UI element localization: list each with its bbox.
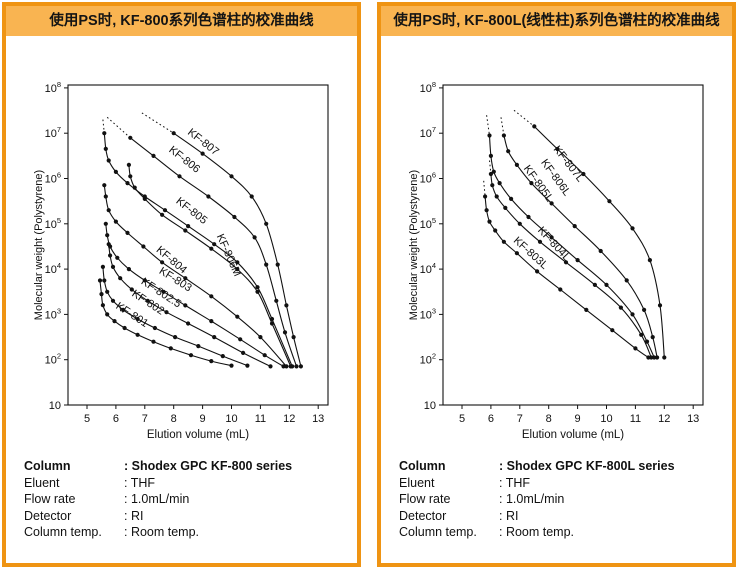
svg-text:103: 103 (420, 306, 436, 321)
spec-value: : THF (499, 475, 531, 490)
svg-text:10: 10 (225, 413, 237, 425)
svg-text:13: 13 (687, 413, 699, 425)
calibration-chart-kf800: 5 6 7 8 9 10 11 12 13 Elution volume (mL) 10 102 103… (6, 36, 358, 444)
svg-text:8: 8 (171, 413, 177, 425)
panel-body-kf800: 5 6 7 8 9 10 11 12 13 Elution volume (mL) 10 102 103… (6, 36, 357, 541)
spec-row-column: Column : Shodex GPC KF-800 series (24, 458, 357, 475)
spec-table-kf800l: Column : Shodex GPC KF-800L series Eluent… (381, 458, 732, 541)
svg-text:7: 7 (142, 413, 148, 425)
curve-dashed-KF-803L (483, 180, 486, 197)
panel-body-kf800l: 5 6 7 8 9 10 11 12 13 Elution volume (mL) 10 102 103… (381, 36, 732, 541)
spec-label: Column (24, 459, 71, 473)
spec-table-kf800: Column : Shodex GPC KF-800 series Eluent:… (6, 458, 357, 541)
curve-dashed-KF-806 (106, 116, 131, 139)
svg-text:5: 5 (459, 413, 465, 425)
svg-text:5: 5 (84, 413, 90, 425)
spec-value: : Shodex GPC KF-800L series (499, 459, 675, 473)
svg-text:6: 6 (488, 413, 494, 425)
svg-text:102: 102 (45, 352, 61, 367)
curve-dashed-KF-807L (513, 109, 535, 127)
calibration-chart-kf800l: 5 6 7 8 9 10 11 12 13 Elution volume (mL) 10 102 103… (381, 36, 733, 444)
svg-text:106: 106 (45, 171, 61, 186)
svg-text:12: 12 (283, 413, 295, 425)
curve-label-KF-805: KF-805 (174, 195, 210, 227)
spec-row-flow-rate: Flow rate : 1.0mL/min (24, 491, 357, 508)
curve-dashed-KF-806L (500, 117, 505, 136)
svg-text:105: 105 (45, 216, 61, 231)
spec-label: Detector (24, 508, 72, 523)
svg-text:7: 7 (517, 413, 523, 425)
svg-text:10: 10 (600, 413, 612, 425)
spec-label: Column temp. (399, 525, 477, 539)
spec-row-column: Column : Shodex GPC KF-800L series (399, 458, 732, 475)
spec-row-column-temp: Column temp. : Room temp. (24, 524, 357, 541)
svg-text:108: 108 (45, 80, 61, 95)
svg-text:108: 108 (420, 80, 436, 95)
panel-title-kf800l: 使用PS时, KF-800L(线性柱)系列色谱柱的校准曲线 (381, 6, 732, 36)
svg-text:11: 11 (255, 413, 266, 425)
svg-text:12: 12 (658, 413, 670, 425)
spec-value: : Shodex GPC KF-800 series (124, 459, 293, 473)
panel-kf800l-series: 使用PS时, KF-800L(线性柱)系列色谱柱的校准曲线 5 6 7 8 9 10 11 1… (377, 2, 736, 567)
panel-title-kf800: 使用PS时, KF-800系列色谱柱的校准曲线 (6, 6, 357, 36)
svg-text:13: 13 (312, 413, 324, 425)
spec-row-eluent: Eluent : THF (24, 475, 357, 492)
spec-row-detector: Detector : RI (399, 508, 732, 525)
svg-text:11: 11 (630, 413, 641, 425)
spec-row-column-temp: Column temp. : Room temp. (399, 524, 732, 541)
spec-value: : Room temp. (124, 525, 200, 539)
spec-label: Column (399, 459, 446, 473)
spec-label: Flow rate (399, 492, 451, 506)
chart-svg: 5 6 7 8 9 10 11 12 13 Elution volume (mL) 10 102 103… (33, 80, 329, 441)
spec-value: : 1.0mL/min (499, 492, 565, 506)
curve-KF-804L (490, 173, 652, 358)
spec-value: : RI (499, 508, 519, 523)
svg-text:103: 103 (45, 306, 61, 321)
spec-label: Eluent (24, 475, 60, 490)
svg-text:105: 105 (420, 216, 436, 231)
curve-dashed-KF-805L (486, 115, 490, 136)
spec-row-flow-rate: Flow rate : 1.0mL/min (399, 491, 732, 508)
curve-KF-807L (533, 126, 665, 358)
svg-text:104: 104 (45, 261, 61, 276)
svg-text:8: 8 (546, 413, 552, 425)
spec-label: Flow rate (24, 492, 76, 506)
spec-row-detector: Detector : RI (24, 508, 357, 525)
chart-svg: 5 6 7 8 9 10 11 12 13 Elution volume (mL) 10 102 103… (408, 80, 704, 441)
spec-label: Column temp. (24, 525, 102, 539)
svg-text:107: 107 (420, 125, 436, 140)
spec-value: : Room temp. (499, 525, 575, 539)
curve-KF-806 (129, 137, 298, 367)
svg-text:107: 107 (45, 125, 61, 140)
spec-label: Detector (399, 508, 447, 523)
svg-text:10: 10 (49, 400, 61, 412)
svg-text:9: 9 (200, 413, 206, 425)
svg-text:106: 106 (420, 171, 436, 186)
svg-text:Molecular weight (Polystyrene): Molecular weight (Polystyrene) (33, 170, 45, 320)
svg-text:Molecular weight (Polystyrene): Molecular weight (Polystyrene) (408, 170, 420, 320)
svg-text:Elution volume (mL): Elution volume (mL) (147, 429, 249, 441)
curve-dashed-KF-807 (141, 112, 174, 134)
spec-label: Eluent (399, 475, 435, 490)
svg-text:10: 10 (424, 400, 436, 412)
svg-text:9: 9 (575, 413, 581, 425)
spec-row-eluent: Eluent : THF (399, 475, 732, 492)
svg-text:Elution volume (mL): Elution volume (mL) (522, 429, 624, 441)
spec-value: : THF (124, 475, 156, 490)
svg-text:6: 6 (113, 413, 119, 425)
svg-text:104: 104 (420, 261, 436, 276)
panel-kf800-series: 使用PS时, KF-800系列色谱柱的校准曲线 5 6 7 8 9 10 11 12 13 Elu… (2, 2, 361, 567)
curve-KF-802.5 (108, 244, 271, 367)
spec-value: : RI (124, 508, 144, 523)
svg-text:102: 102 (420, 352, 436, 367)
spec-value: : 1.0mL/min (124, 492, 190, 506)
